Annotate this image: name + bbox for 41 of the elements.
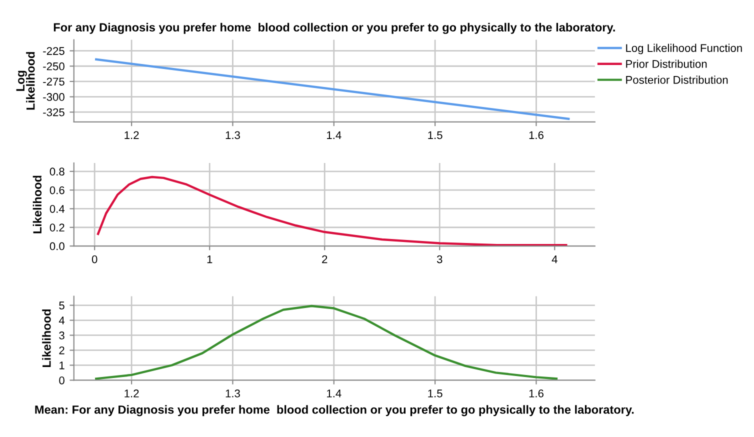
x-tick-label: 1.3 xyxy=(226,131,240,140)
y-tick-label: 3 xyxy=(59,332,64,340)
y-tick-label: -300 xyxy=(43,93,64,101)
y-axis-title: Log Likelihood xyxy=(16,52,35,110)
x-axis-title: Mean: For any Diagnosis you prefer home blood collection or you prefer to go physically to the laboratory. xyxy=(35,405,634,416)
x-tick-label: 2 xyxy=(322,255,328,264)
x-tick-label: 1.4 xyxy=(327,390,342,398)
y-tick-label: -275 xyxy=(43,78,64,86)
y-tick-label: -225 xyxy=(43,47,64,55)
x-tick-label: 1.5 xyxy=(428,390,442,398)
legend-label: Posterior Distribution xyxy=(626,76,728,84)
x-tick-label: 3 xyxy=(436,255,442,264)
x-tick-label: 4 xyxy=(552,255,558,264)
x-tick-label: 1.2 xyxy=(124,390,139,398)
x-tick-label: 1.6 xyxy=(529,131,544,140)
y-tick-label: -250 xyxy=(43,62,64,70)
x-tick-label: 1.3 xyxy=(226,390,240,398)
legend-label: Prior Distribution xyxy=(626,60,707,68)
x-tick-label: 1.5 xyxy=(428,131,442,140)
y-tick-label: 4 xyxy=(58,316,65,324)
chart-title: For any Diagnosis you prefer home blood collection or you prefer to go physically to the laboratory. xyxy=(54,22,615,34)
x-tick-label: 1.6 xyxy=(529,390,544,398)
y-tick-label: 1 xyxy=(60,362,64,370)
x-tick-label: 1 xyxy=(207,255,212,264)
line-series xyxy=(96,176,568,246)
y-tick-label: 0.6 xyxy=(50,186,64,194)
y-tick-label: 0.4 xyxy=(50,204,65,213)
y-axis-title: Likelihood xyxy=(42,310,51,367)
y-tick-label: 0.8 xyxy=(50,168,64,176)
x-tick-label: 1.2 xyxy=(124,131,139,140)
y-tick-label: 2 xyxy=(59,346,64,354)
y-tick-label: 0.2 xyxy=(50,224,64,232)
y-tick-label: 0.0 xyxy=(50,242,64,250)
y-tick-label: 0 xyxy=(59,376,64,384)
line-series xyxy=(95,304,558,380)
legend-label: Log Likelihood Function xyxy=(626,44,742,54)
y-axis-title: Likelihood xyxy=(32,176,42,234)
x-tick-label: 0 xyxy=(92,255,98,264)
y-tick-label: -325 xyxy=(43,108,64,116)
y-tick-label: 5 xyxy=(59,302,64,310)
x-tick-label: 1.4 xyxy=(327,131,342,140)
